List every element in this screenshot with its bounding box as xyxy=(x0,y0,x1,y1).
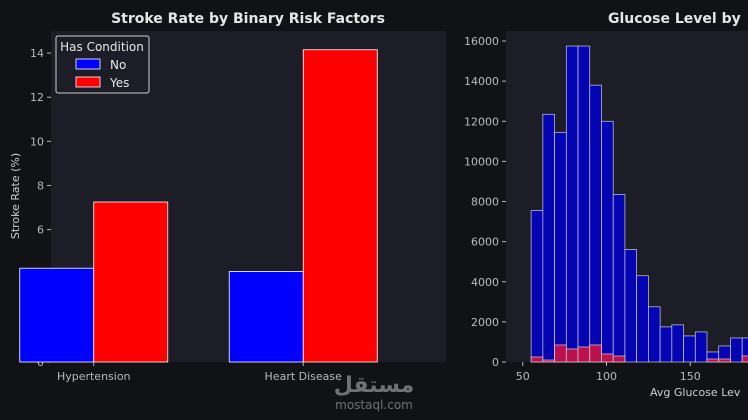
right-x-tick-label: 150 xyxy=(680,370,701,383)
right-y-tick-label: 0 xyxy=(492,356,499,369)
legend-title: Has Condition xyxy=(60,40,144,54)
hist-bar-stroke-0 xyxy=(530,356,544,363)
hist-bar-no-stroke-13 xyxy=(683,335,696,363)
right-y-tick-label: 16000 xyxy=(464,35,499,48)
right-y-tick-label: 4000 xyxy=(471,276,499,289)
hist-bar-no-stroke-11 xyxy=(659,326,673,363)
hist-bar-no-stroke-18 xyxy=(741,337,748,363)
watermark: مستقل mostaql.com xyxy=(334,373,414,412)
right-y-ticks: 0 2000 4000 6000 8000 10000 12000 14000 16000 xyxy=(464,35,506,369)
right-y-tick-label: 8000 xyxy=(471,196,499,209)
hist-bar-no-stroke-12 xyxy=(671,324,684,363)
hist-bar-no-stroke-7 xyxy=(612,194,626,363)
bar-heart-disease-yes xyxy=(302,49,378,363)
legend-label-no: No xyxy=(110,58,126,72)
right-y-tick-label: 6000 xyxy=(471,236,499,249)
left-x-tick-label: Heart Disease xyxy=(265,370,343,383)
right-x-tick-label: 50 xyxy=(516,370,530,383)
right-x-axis-label: Avg Glucose Lev xyxy=(650,386,741,399)
legend-label-yes: Yes xyxy=(109,76,129,90)
left-y-tick-label: 12 xyxy=(30,91,44,104)
hist-bar-no-stroke-8 xyxy=(624,249,637,363)
right-chart: Glucose Level by 0 2000 4000 6000 8000 10000 1… xyxy=(464,11,748,399)
hist-bar-stroke-1 xyxy=(542,359,555,363)
legend: Has Condition No Yes xyxy=(55,35,150,94)
hist-bar-no-stroke-2 xyxy=(554,131,567,363)
left-bars xyxy=(19,49,378,363)
hist-bar-stroke-6 xyxy=(601,353,614,363)
left-chart-title: Stroke Rate by Binary Risk Factors xyxy=(111,11,385,27)
left-chart: Stroke Rate by Binary Risk Factors Strok… xyxy=(9,11,446,383)
left-y-tick-label: 10 xyxy=(30,135,44,148)
right-bars xyxy=(530,45,748,363)
right-y-tick-label: 10000 xyxy=(464,155,499,168)
hist-bar-stroke-4 xyxy=(577,346,591,363)
left-y-axis-label: Stroke Rate (%) xyxy=(9,153,22,239)
right-y-tick-label: 2000 xyxy=(471,316,499,329)
hist-bar-stroke-7 xyxy=(612,355,626,363)
right-chart-title: Glucose Level by xyxy=(608,11,741,27)
left-x-tick-label: Hypertension xyxy=(57,370,131,383)
right-y-tick-label: 12000 xyxy=(464,115,499,128)
hist-bar-no-stroke-0 xyxy=(530,210,544,363)
watermark-arabic: مستقل xyxy=(334,373,414,398)
hist-bar-stroke-18 xyxy=(741,355,748,363)
hist-bar-no-stroke-9 xyxy=(636,275,649,363)
left-x-ticks: Hypertension Heart Disease xyxy=(57,362,342,383)
hist-bar-stroke-5 xyxy=(589,344,602,363)
right-x-tick-label: 100 xyxy=(596,370,617,383)
hist-bar-stroke-16 xyxy=(718,358,731,363)
hist-bar-stroke-2 xyxy=(554,344,567,363)
hist-bar-no-stroke-5 xyxy=(589,84,602,363)
bar-hypertension-yes xyxy=(93,201,169,363)
hist-bar-no-stroke-14 xyxy=(694,331,708,363)
left-y-tick-label: 6 xyxy=(37,224,44,237)
bar-heart-disease-no xyxy=(228,271,304,363)
hist-bar-no-stroke-1 xyxy=(542,113,555,363)
left-y-tick-label: 14 xyxy=(30,47,44,60)
left-y-tick-label: 8 xyxy=(37,179,44,192)
hist-bar-no-stroke-4 xyxy=(577,45,591,363)
left-y-tick-label: 0 xyxy=(37,356,44,369)
legend-swatch-yes xyxy=(75,76,101,88)
right-x-ticks: 50 100 150 xyxy=(516,362,701,383)
watermark-latin: mostaql.com xyxy=(335,398,413,412)
hist-bar-no-stroke-17 xyxy=(730,337,743,363)
hist-bar-stroke-3 xyxy=(565,348,579,363)
right-y-tick-label: 14000 xyxy=(464,75,499,88)
hist-bar-no-stroke-10 xyxy=(648,306,661,363)
hist-bar-no-stroke-6 xyxy=(601,120,614,363)
bar-hypertension-no xyxy=(19,267,95,363)
hist-bar-stroke-15 xyxy=(706,358,720,363)
legend-swatch-no xyxy=(75,58,101,70)
hist-bar-no-stroke-3 xyxy=(565,45,579,363)
